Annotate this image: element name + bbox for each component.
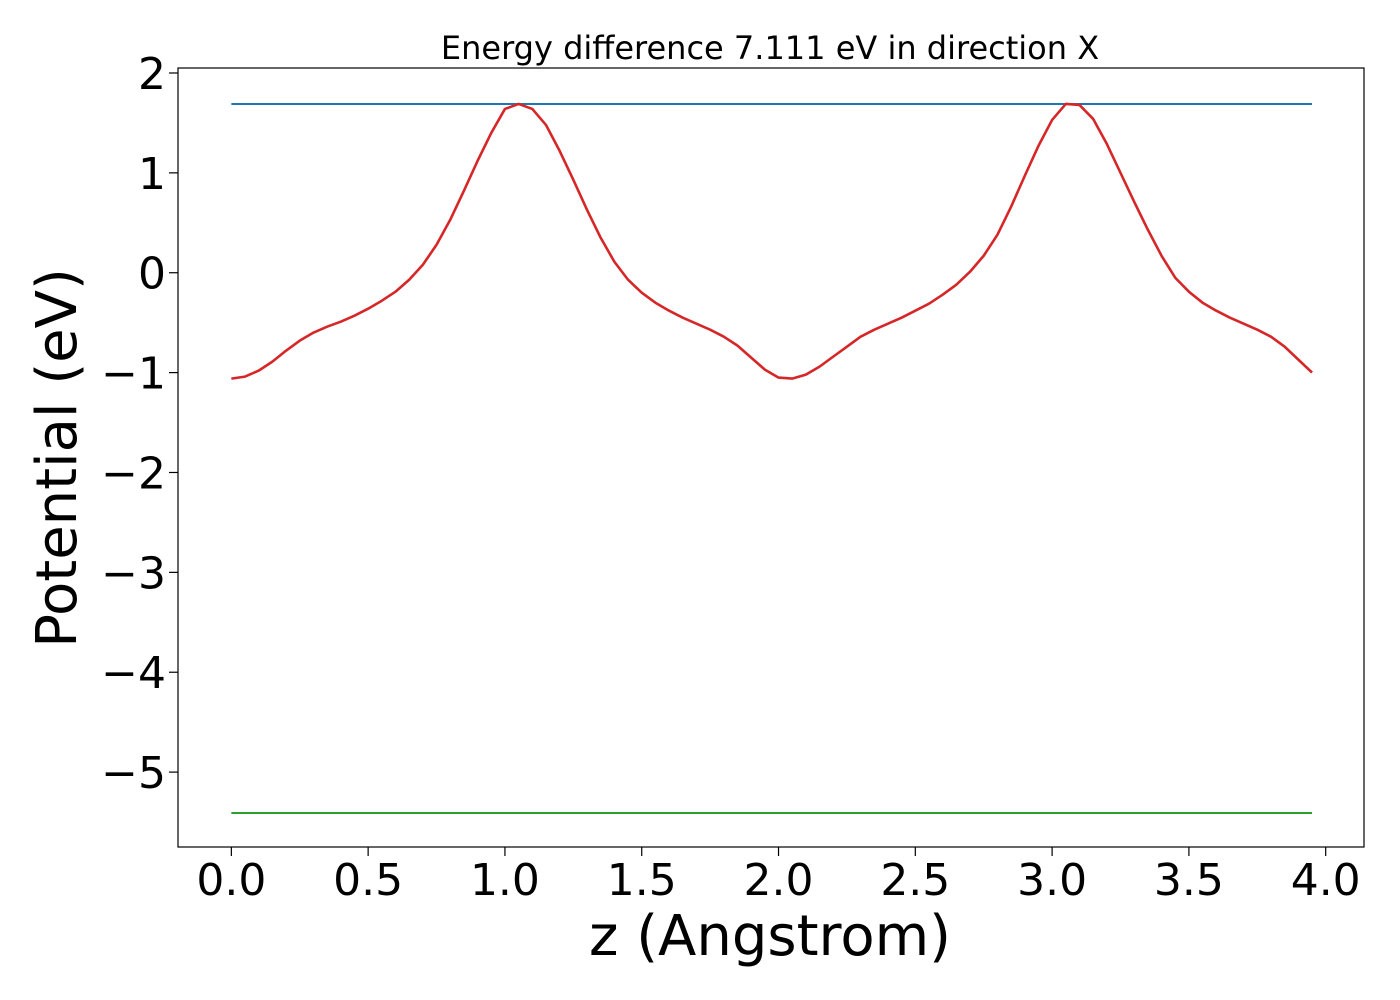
y-tick-label: 2 <box>138 49 166 100</box>
y-tick-label: −3 <box>101 548 166 599</box>
y-axis-ticks: 2 1 0 −1 −2 −3 −4 −5 <box>101 49 178 799</box>
x-tick-label: 0.0 <box>196 855 266 906</box>
x-tick-label: 0.5 <box>333 855 403 906</box>
y-tick-label: −2 <box>101 448 166 499</box>
y-tick-label: −4 <box>101 648 166 699</box>
plot-area <box>177 67 1365 848</box>
x-tick-label: 1.0 <box>470 855 540 906</box>
x-axis-title: z (Angstrom) <box>589 904 951 969</box>
x-tick-label: 3.5 <box>1154 855 1224 906</box>
y-tick-label: −1 <box>101 349 166 400</box>
x-axis-ticks: 0.0 0.5 1.0 1.5 2.0 2.5 3.0 3.5 4.0 <box>196 847 1361 906</box>
x-tick-label: 4.0 <box>1291 855 1361 906</box>
y-tick-label: 0 <box>138 249 166 300</box>
chart-title: Energy difference 7.111 eV in direction … <box>441 29 1099 67</box>
series-line-potential <box>231 102 1313 380</box>
x-tick-label: 2.0 <box>744 855 814 906</box>
y-tick-label: −5 <box>101 748 166 799</box>
series-group <box>231 102 1313 815</box>
x-tick-label: 3.0 <box>1017 855 1087 906</box>
y-axis-title: Potential (eV) <box>25 268 90 648</box>
y-tick-label: 1 <box>138 149 166 200</box>
x-tick-label: 1.5 <box>607 855 677 906</box>
x-tick-label: 2.5 <box>880 855 950 906</box>
plot-frame <box>177 67 1365 848</box>
